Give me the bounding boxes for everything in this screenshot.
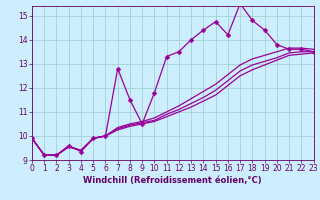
X-axis label: Windchill (Refroidissement éolien,°C): Windchill (Refroidissement éolien,°C) (84, 176, 262, 185)
